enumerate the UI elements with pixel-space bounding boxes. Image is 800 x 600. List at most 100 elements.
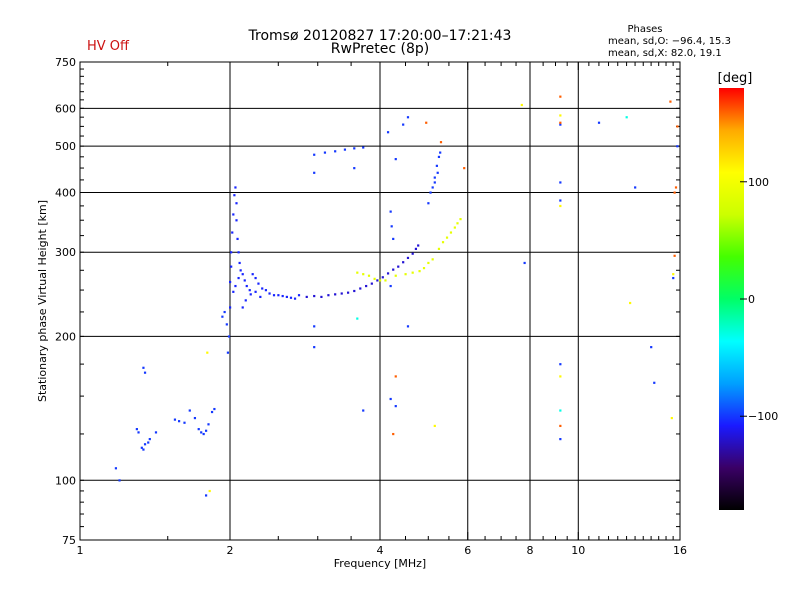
echo-point — [213, 407, 216, 411]
axis-ticks: 1 2 4 6 8 10 16 75 100 200 300 400 500 600 750 — [55, 56, 687, 557]
echo-point — [392, 237, 395, 241]
echo-point — [670, 416, 673, 420]
echo-point — [353, 147, 356, 150]
echo-point — [394, 375, 397, 378]
x-tick-label: 2 — [227, 544, 234, 557]
echo-point — [389, 210, 392, 213]
echo-point — [672, 276, 675, 280]
echo-point — [254, 276, 257, 280]
phase-colorbar — [719, 88, 744, 510]
chart-title-line2: RwPretec (8p) — [331, 41, 429, 57]
echo-point — [114, 467, 118, 470]
echo-point — [142, 366, 145, 369]
echo-point — [313, 346, 316, 349]
echo-point — [402, 123, 405, 126]
echo-point — [305, 295, 308, 299]
echo-point — [362, 146, 365, 149]
echo-point — [236, 237, 239, 241]
echo-point — [204, 429, 208, 432]
echo-point — [559, 409, 562, 412]
echo-point — [334, 293, 337, 296]
echo-point — [177, 420, 181, 423]
echo-point — [441, 241, 445, 244]
echo-point — [261, 287, 264, 290]
echo-point — [559, 204, 562, 208]
echo-point — [381, 276, 384, 279]
echo-point — [559, 123, 562, 126]
echo-point — [197, 428, 200, 431]
hv-status-label: HV Off — [87, 39, 130, 54]
phase-stats-title: Phases — [627, 24, 662, 35]
echo-point — [459, 218, 462, 221]
echo-point — [229, 306, 232, 309]
echo-point — [137, 431, 140, 434]
echo-point — [676, 125, 679, 128]
echo-point — [673, 191, 676, 194]
echo-point — [559, 437, 562, 441]
echo-point — [248, 289, 251, 292]
echo-point — [231, 231, 234, 234]
echo-point — [650, 346, 653, 349]
y-tick-label: 750 — [55, 56, 76, 69]
echo-point — [411, 271, 414, 274]
colorbar-ticks: 100 0 −100 — [740, 176, 778, 423]
echo-point — [417, 244, 420, 247]
echo-point — [376, 279, 379, 282]
echo-point — [414, 247, 418, 250]
echo-point — [264, 289, 268, 292]
y-tick-label: 100 — [55, 474, 76, 487]
colorbar-tick-label: 0 — [748, 293, 755, 306]
echo-point — [230, 265, 233, 268]
echo-point — [436, 171, 439, 174]
echo-point — [346, 291, 350, 294]
echo-point — [241, 273, 244, 276]
data-points — [114, 95, 679, 497]
echo-point — [397, 265, 400, 268]
echo-point — [235, 219, 238, 222]
echo-point — [669, 100, 672, 103]
echo-point — [277, 294, 280, 297]
echo-point — [289, 296, 293, 299]
echo-point — [135, 428, 138, 431]
echo-point — [225, 323, 228, 326]
echo-point — [245, 284, 248, 288]
echo-point — [343, 148, 347, 151]
echo-point — [313, 153, 316, 156]
echo-point — [435, 164, 438, 167]
echo-point — [334, 150, 337, 153]
echo-point — [183, 421, 186, 424]
echo-point — [232, 213, 235, 216]
echo-point — [243, 279, 246, 282]
echo-point — [244, 299, 247, 302]
echo-point — [625, 116, 628, 119]
echo-point — [520, 103, 523, 107]
echo-point — [359, 287, 362, 290]
echo-point — [323, 151, 327, 154]
echo-point — [204, 494, 208, 497]
echo-point — [232, 290, 235, 293]
x-tick-label: 4 — [377, 544, 384, 557]
echo-point — [379, 279, 382, 282]
phase-stats-x: mean, sd,X: 82.0, 19.1 — [608, 48, 722, 59]
x-tick-label: 16 — [673, 544, 687, 557]
echo-point — [404, 273, 407, 276]
echo-point — [386, 272, 390, 275]
echo-point — [313, 294, 316, 298]
echo-point — [456, 222, 459, 225]
echo-point — [394, 405, 397, 408]
echo-point — [653, 381, 656, 384]
echo-point — [293, 297, 297, 300]
echo-point — [433, 424, 436, 428]
echo-point — [353, 289, 356, 293]
colorbar-tick-label: −100 — [748, 410, 778, 423]
phase-stats-o: mean, sd,O: −96.4, 15.3 — [608, 36, 731, 47]
echo-point — [394, 274, 397, 277]
echo-point — [437, 247, 441, 250]
echo-point — [173, 418, 177, 421]
echo-point — [226, 351, 230, 354]
echo-point — [297, 294, 301, 297]
echo-point — [425, 121, 428, 124]
echo-point — [431, 258, 434, 261]
echo-point — [559, 114, 562, 117]
echo-point — [313, 171, 316, 174]
